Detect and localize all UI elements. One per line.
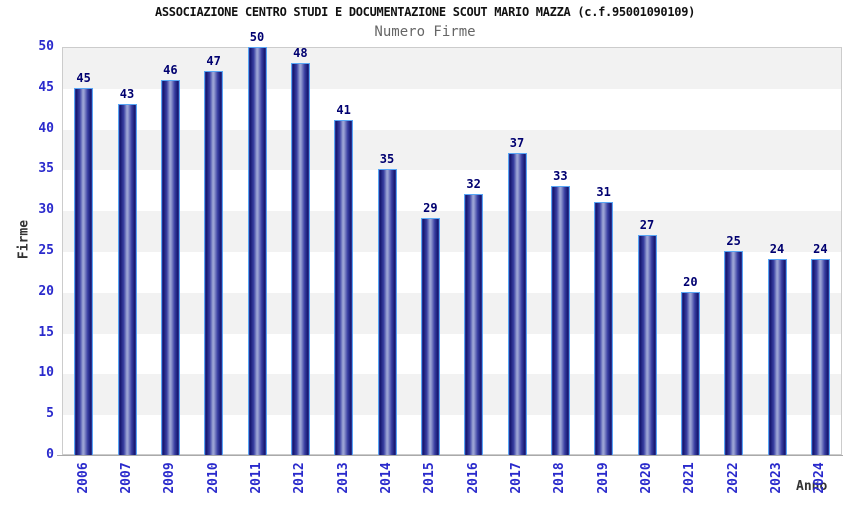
x-tick-label: 2021 (682, 462, 698, 494)
bar-value-label: 37 (509, 136, 525, 151)
grid-band (63, 333, 841, 375)
bar (767, 259, 787, 455)
bar (334, 120, 354, 455)
y-tick-label: 5 (46, 406, 54, 422)
bar (724, 251, 744, 455)
bar-value-label: 27 (639, 217, 655, 232)
grid-band (63, 129, 841, 171)
x-tick-label: 2011 (249, 462, 264, 494)
y-tick-label: 10 (38, 365, 54, 381)
bar (160, 79, 180, 455)
x-tick-label: 2010 (205, 462, 221, 494)
bar-value-label: 43 (119, 87, 135, 102)
bar-value-label: 35 (379, 152, 395, 167)
bar (204, 71, 224, 455)
bar-value-label: 32 (466, 176, 481, 191)
bar-value-label: 24 (769, 242, 785, 257)
x-tick-label: 2018 (552, 462, 568, 494)
bar (810, 259, 830, 455)
grid-band (63, 88, 841, 130)
bar-value-label: 24 (813, 242, 828, 257)
bar (420, 218, 440, 455)
y-tick-label: 15 (38, 324, 54, 340)
grid-band (63, 170, 841, 212)
y-tick-label: 35 (38, 161, 54, 177)
x-tick-label: 2016 (465, 462, 481, 494)
y-tick-label: 40 (38, 120, 54, 136)
chart-subtitle: Numero Firme (374, 24, 476, 40)
x-tick-label: 2007 (119, 462, 134, 494)
bar-value-label: 20 (683, 274, 698, 289)
bar (74, 87, 94, 455)
bar (637, 234, 657, 455)
x-tick-label: 2015 (422, 462, 438, 494)
x-tick-label: 2019 (595, 462, 611, 494)
x-tick-label: 2017 (509, 462, 524, 494)
y-axis-title: Firme (16, 219, 32, 260)
bar (680, 291, 700, 455)
bar (247, 47, 267, 455)
y-tick-label: 30 (38, 202, 54, 218)
bar-chart: ASSOCIAZIONE CENTRO STUDI E DOCUMENTAZIO… (16, 5, 843, 494)
bar-value-label: 47 (206, 54, 221, 69)
bar (377, 169, 397, 455)
bar-value-label: 48 (293, 46, 308, 61)
bar-value-label: 25 (726, 234, 741, 248)
x-tick-label: 2020 (639, 462, 654, 494)
x-tick-label: 2013 (335, 462, 351, 494)
chart-title: ASSOCIAZIONE CENTRO STUDI E DOCUMENTAZIO… (154, 5, 696, 19)
x-tick-label: 2012 (292, 462, 308, 494)
grid-band (63, 48, 841, 89)
bar (507, 153, 527, 455)
bar (550, 185, 570, 455)
bar-value-label: 46 (163, 62, 178, 77)
x-tick-label: 2023 (769, 462, 784, 494)
grid-band (63, 415, 841, 454)
grid-band (63, 252, 841, 293)
y-tick-label: 20 (38, 283, 54, 299)
x-tick-label: 2014 (379, 462, 394, 494)
x-axis-title: Anno (796, 479, 828, 494)
x-tick-label: 2024 (812, 462, 828, 494)
bar (594, 202, 614, 455)
bar-value-label: 45 (76, 70, 91, 85)
y-tick-label: 50 (38, 39, 54, 54)
bar-value-label: 31 (596, 185, 611, 200)
x-tick-label: 2009 (162, 462, 178, 494)
bar-value-label: 29 (423, 201, 438, 216)
grid-band (63, 292, 841, 334)
grid-band (63, 211, 841, 252)
bar (117, 104, 137, 455)
x-tick-label: 2006 (75, 462, 91, 494)
y-tick-label: 0 (46, 447, 54, 462)
bar-value-label: 50 (249, 30, 265, 44)
y-tick-label: 45 (38, 79, 54, 95)
x-axis-line (57, 455, 843, 456)
bar-value-label: 33 (553, 168, 568, 183)
plot-area (62, 47, 842, 455)
x-tick-label: 2022 (725, 462, 741, 494)
bar (290, 63, 310, 455)
bar-value-label: 41 (336, 103, 351, 118)
y-tick-label: 25 (38, 243, 54, 258)
grid-band (63, 374, 841, 416)
bar (464, 193, 484, 455)
